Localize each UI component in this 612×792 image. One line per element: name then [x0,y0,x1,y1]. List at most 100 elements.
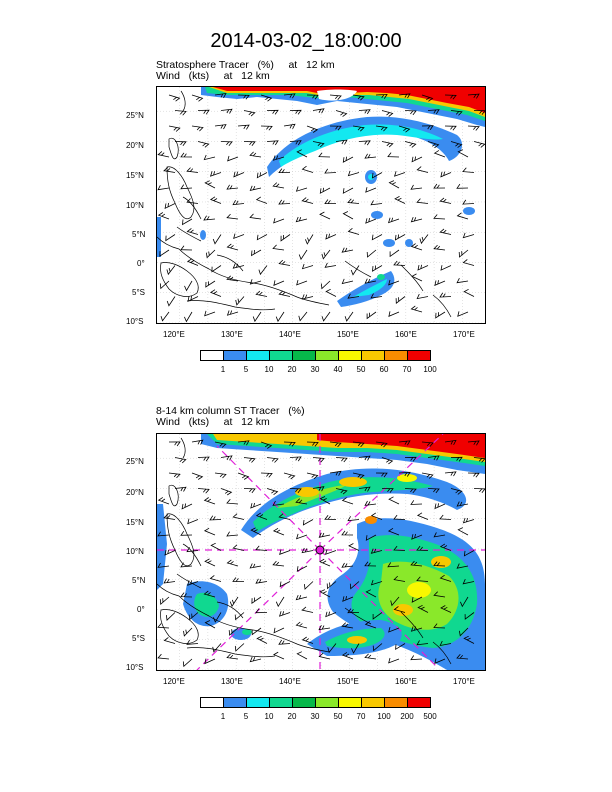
wind-barb [457,527,469,536]
wind-barb [157,185,170,191]
wind-barb [375,472,388,478]
wind-barb [232,544,245,551]
panel2-lat-label: 15°N [126,518,144,527]
wind-barb [341,530,354,536]
wind-barb [180,184,193,190]
wind-barb [365,534,377,541]
wind-barb [209,575,222,582]
wind-barb [157,562,170,568]
colorbar-label: 40 [333,365,343,374]
panel1-lat-label: 10°S [126,317,144,326]
wind-barb [243,488,256,494]
wind-barb [164,549,176,556]
panel2-lon-label: 140°E [279,677,301,686]
wind-barb [249,185,262,191]
wind-barb [233,233,245,240]
wind-barb [341,622,354,629]
wind-barb [275,596,285,608]
wind-barb [197,456,210,462]
wind-barb [324,262,337,268]
wind-barb [387,217,400,224]
wind-barb [249,151,262,158]
wind-barb [226,499,239,505]
colorbar-swatch [292,350,316,361]
wind-barb [157,623,170,629]
wind-barb [366,249,377,258]
wind-barb [306,125,319,133]
colorbar-swatch [315,350,339,361]
wind-barb [186,547,199,553]
wind-barb [439,514,452,520]
panel1-map-canvas [157,87,485,323]
wind-barb [387,562,400,568]
wind-barb [462,199,475,205]
wind-barb [250,502,262,509]
wind-barb [341,278,354,285]
wind-barb [427,141,440,149]
wind-barb [312,141,325,148]
wind-barb [188,612,199,621]
wind-barb [411,273,423,282]
wind-barb [174,457,187,464]
wind-barb [456,278,469,284]
wind-barb [304,581,314,590]
wind-barb [249,279,262,285]
wind-barb [272,244,285,251]
wind-barb [457,149,469,158]
colorbar-label: 70 [402,365,412,374]
wind-barb [393,171,406,177]
wind-barb [416,293,429,300]
wind-barb [325,233,337,240]
wind-barb [203,590,216,598]
wind-barb [364,153,377,159]
wind-barb [365,218,377,224]
wind-barb [255,578,268,584]
colorbar-swatch [384,697,408,708]
wind-barb [457,311,469,317]
wind-barb [372,612,383,620]
colorbar-swatch [200,350,224,361]
colorbar-label: 1 [220,365,226,374]
wind-barb [210,542,222,551]
panel2-lat-label: 25°N [126,457,144,466]
wind-barb [370,293,383,299]
wind-barb [319,496,331,505]
wind-barb [327,643,337,654]
wind-barb [318,152,331,158]
wind-barb [371,172,383,179]
colorbar-swatch [269,350,293,361]
wind-barb [393,260,406,266]
wind-barb [197,109,210,115]
wind-barb [249,563,262,569]
wind-barb [191,125,204,132]
wind-barb [371,234,383,241]
wind-barb [295,498,308,505]
wind-barb [411,596,423,603]
wind-barb [411,156,423,163]
wind-barb [165,234,176,242]
wind-barb [237,124,250,130]
wind-barb [344,311,354,322]
wind-barb [306,441,319,447]
wind-barb [419,234,429,245]
wind-barb [410,560,423,567]
wind-barb [462,167,475,173]
wind-barb [393,575,406,582]
wind-barb [467,440,480,446]
wind-barb [410,216,423,223]
wind-barb [319,558,331,567]
wind-barb [393,545,406,551]
wind-barb [191,472,204,480]
wind-barb [280,234,291,242]
wind-barb [348,543,360,551]
wind-barb [184,311,193,323]
wind-barb [157,653,170,660]
wind-barb [226,559,239,567]
panel2-lat-label: 5°N [132,576,146,585]
wind-barb [289,456,302,462]
wind-barb [251,249,262,257]
wind-barb [232,513,245,520]
wind-barb [301,263,314,270]
wind-barb [358,486,371,492]
wind-barb [440,171,452,178]
